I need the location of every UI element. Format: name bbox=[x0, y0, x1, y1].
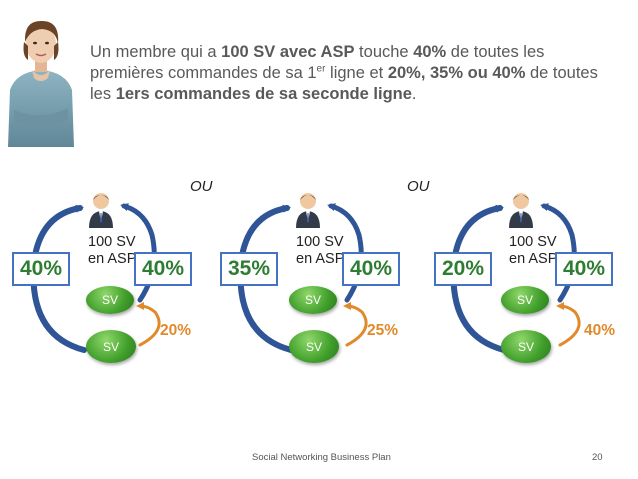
second-line-sv-node: SV bbox=[289, 330, 339, 363]
first-line-sv-node: SV bbox=[289, 286, 337, 314]
woman-photo bbox=[8, 20, 74, 147]
override-arrow bbox=[343, 302, 368, 347]
first-line-right-percent: 40% bbox=[555, 252, 613, 286]
second-line-percent: 20% bbox=[160, 322, 192, 339]
first-line-right-percent: 40% bbox=[134, 252, 192, 286]
member-icon bbox=[509, 193, 533, 228]
separator-ou-1: OU bbox=[190, 178, 213, 195]
intro-text: Un membre qui a 100 SV avec ASP touche 4… bbox=[90, 43, 598, 103]
override-arrow bbox=[136, 302, 161, 347]
member-icon bbox=[296, 193, 320, 228]
separator-ou-2: OU bbox=[407, 178, 430, 195]
second-line-sv-node: SV bbox=[501, 330, 551, 363]
second-line-percent: 40% bbox=[584, 322, 616, 339]
page-number: 20 bbox=[592, 452, 603, 463]
member-label: 100 SV en ASP bbox=[509, 234, 558, 267]
first-line-left-percent: 20% bbox=[434, 252, 492, 286]
member-label: 100 SV en ASP bbox=[88, 234, 137, 267]
first-line-sv-node: SV bbox=[501, 286, 549, 314]
first-line-left-percent: 35% bbox=[220, 252, 278, 286]
second-line-percent: 25% bbox=[367, 322, 399, 339]
footer-text: Social Networking Business Plan bbox=[252, 452, 391, 463]
member-icon bbox=[89, 193, 113, 228]
first-line-right-percent: 40% bbox=[342, 252, 400, 286]
member-label: 100 SV en ASP bbox=[296, 234, 345, 267]
second-line-sv-node: SV bbox=[86, 330, 136, 363]
override-arrow bbox=[556, 302, 581, 347]
first-line-sv-node: SV bbox=[86, 286, 134, 314]
first-line-left-percent: 40% bbox=[12, 252, 70, 286]
